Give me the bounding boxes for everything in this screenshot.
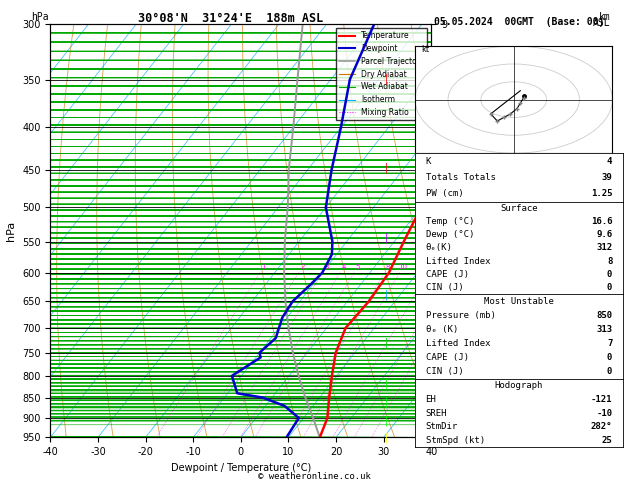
Text: 1.25: 1.25 xyxy=(591,189,613,198)
Text: CIN (J): CIN (J) xyxy=(426,367,463,377)
Text: 39: 39 xyxy=(601,173,613,182)
Text: Dewp (°C): Dewp (°C) xyxy=(426,230,474,239)
Text: |: | xyxy=(385,379,389,389)
Text: ASL: ASL xyxy=(593,18,610,28)
Text: |: | xyxy=(385,232,389,243)
Text: 3: 3 xyxy=(324,264,328,270)
Text: CAPE (J): CAPE (J) xyxy=(426,270,469,279)
Text: 1: 1 xyxy=(262,264,266,270)
Text: km: km xyxy=(598,12,610,22)
Text: 0: 0 xyxy=(607,367,613,377)
Text: Lifted Index: Lifted Index xyxy=(426,257,490,265)
Text: Surface: Surface xyxy=(500,204,538,213)
Text: θₑ (K): θₑ (K) xyxy=(426,325,458,334)
Text: 2: 2 xyxy=(300,264,304,270)
Text: Temp (°C): Temp (°C) xyxy=(426,217,474,226)
Text: Most Unstable: Most Unstable xyxy=(484,296,554,306)
Text: 8: 8 xyxy=(386,264,391,270)
Text: -121: -121 xyxy=(591,395,613,404)
Text: 10: 10 xyxy=(399,264,408,270)
Text: -10: -10 xyxy=(596,409,613,417)
Text: SREH: SREH xyxy=(426,409,447,417)
Text: 312: 312 xyxy=(596,243,613,252)
Text: 8: 8 xyxy=(607,257,613,265)
Text: kt: kt xyxy=(421,45,430,53)
Text: 4: 4 xyxy=(342,264,346,270)
Text: Hodograph: Hodograph xyxy=(495,382,543,390)
Text: 0: 0 xyxy=(607,353,613,363)
Text: 05.05.2024  00GMT  (Base: 00): 05.05.2024 00GMT (Base: 00) xyxy=(434,17,604,27)
Text: 30°08'N  31°24'E  188m ASL: 30°08'N 31°24'E 188m ASL xyxy=(138,12,324,25)
Text: StmDir: StmDir xyxy=(426,422,458,431)
X-axis label: Dewpoint / Temperature (°C): Dewpoint / Temperature (°C) xyxy=(170,463,311,473)
Text: θₑ(K): θₑ(K) xyxy=(426,243,452,252)
Text: 5: 5 xyxy=(355,264,360,270)
Text: 15: 15 xyxy=(426,264,435,270)
Text: StmSpd (kt): StmSpd (kt) xyxy=(426,436,484,445)
Text: 4: 4 xyxy=(607,156,613,166)
Text: 850: 850 xyxy=(596,311,613,320)
Legend: Temperature, Dewpoint, Parcel Trajectory, Dry Adiabat, Wet Adiabat, Isotherm, Mi: Temperature, Dewpoint, Parcel Trajectory… xyxy=(337,28,428,120)
Text: 282°: 282° xyxy=(591,422,613,431)
Text: |: | xyxy=(385,337,389,347)
Text: Totals Totals: Totals Totals xyxy=(426,173,496,182)
Y-axis label: km
ASL: km ASL xyxy=(460,231,476,250)
Text: CIN (J): CIN (J) xyxy=(426,283,463,292)
Text: CAPE (J): CAPE (J) xyxy=(426,353,469,363)
Text: 16.6: 16.6 xyxy=(591,217,613,226)
Text: 7: 7 xyxy=(607,339,613,348)
Text: Lifted Index: Lifted Index xyxy=(426,339,490,348)
Text: |: | xyxy=(385,416,389,426)
Text: PW (cm): PW (cm) xyxy=(426,189,463,198)
Text: Pressure (mb): Pressure (mb) xyxy=(426,311,496,320)
Text: |: | xyxy=(385,289,389,300)
Text: K: K xyxy=(426,156,431,166)
Text: EH: EH xyxy=(426,395,437,404)
Text: |: | xyxy=(385,432,389,443)
Text: |: | xyxy=(385,398,389,408)
Text: 0: 0 xyxy=(607,283,613,292)
Text: hPa: hPa xyxy=(31,12,49,22)
Text: 313: 313 xyxy=(596,325,613,334)
Text: |: | xyxy=(385,73,389,84)
Text: LCL: LCL xyxy=(433,417,448,427)
Text: |: | xyxy=(385,163,389,174)
Text: 25: 25 xyxy=(601,436,613,445)
Text: © weatheronline.co.uk: © weatheronline.co.uk xyxy=(258,472,371,481)
Text: 9.6: 9.6 xyxy=(596,230,613,239)
Y-axis label: hPa: hPa xyxy=(6,221,16,241)
Text: 0: 0 xyxy=(607,270,613,279)
